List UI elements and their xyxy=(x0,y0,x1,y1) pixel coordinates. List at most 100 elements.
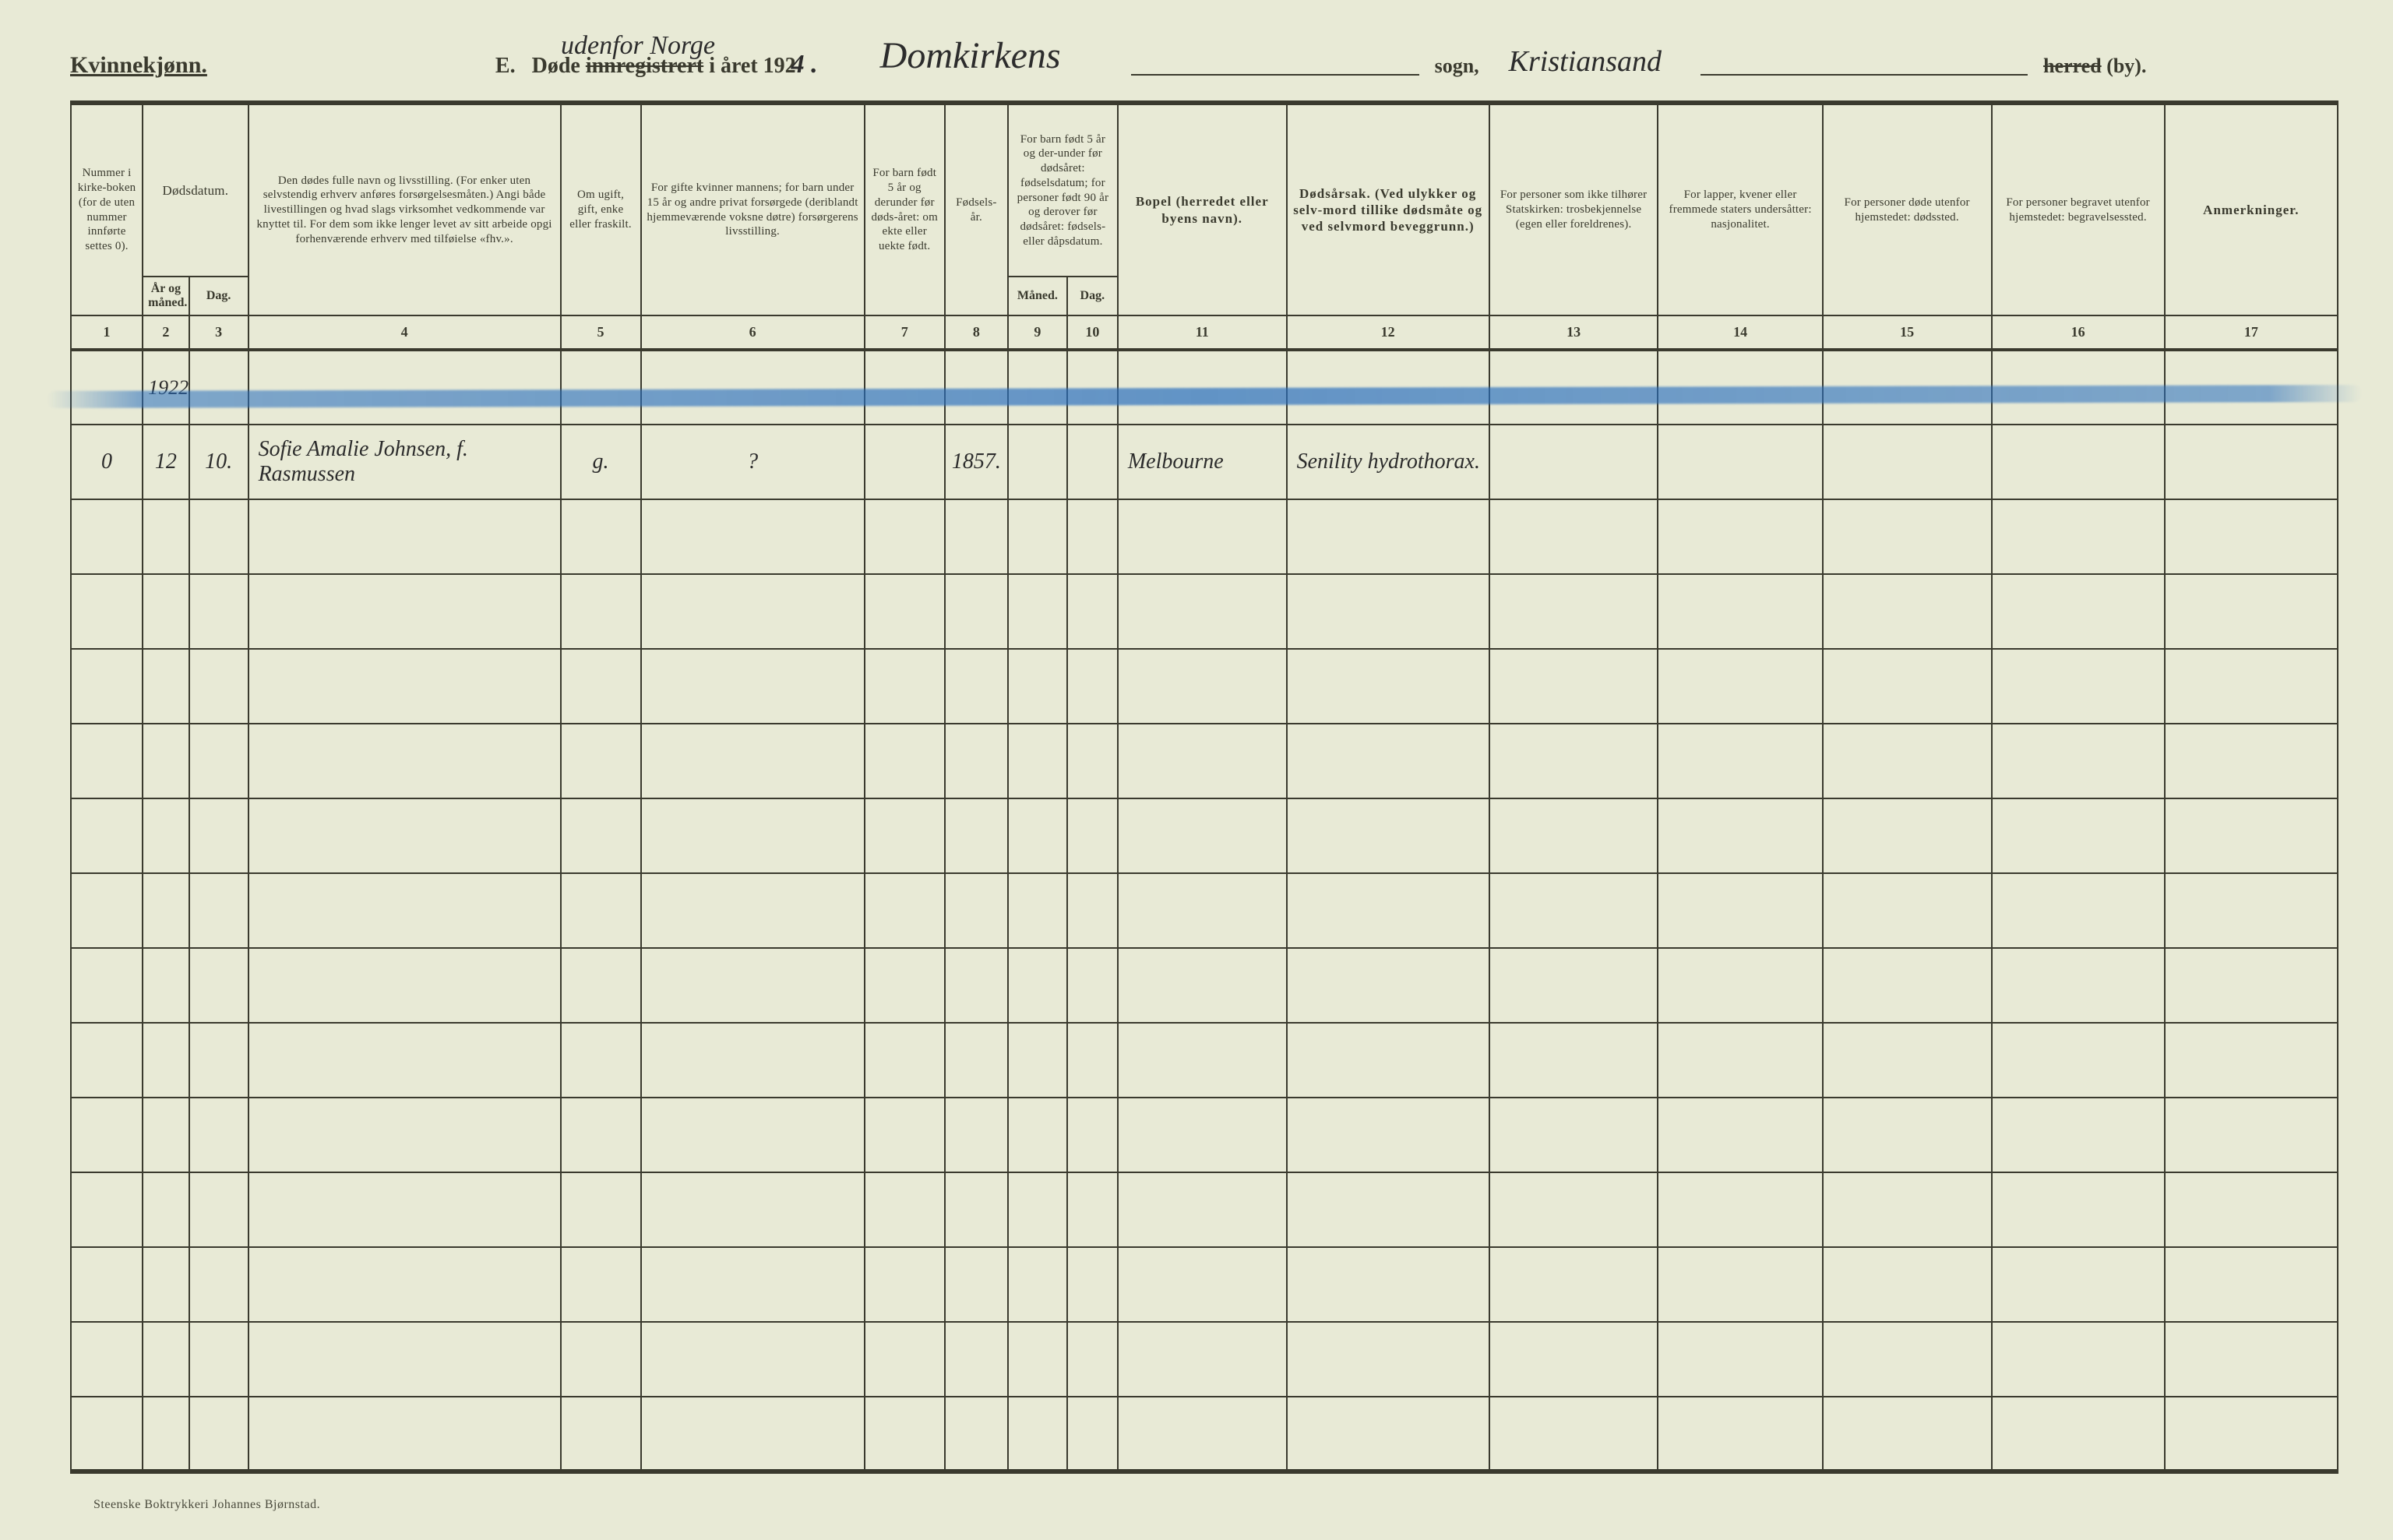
cell-empty xyxy=(1008,1322,1067,1397)
cell-empty xyxy=(2165,1397,2338,1471)
page-root: udenfor Norge Kvinnekjønn. E. Døde innre… xyxy=(0,0,2393,1540)
cell-c8: 1857. xyxy=(945,425,1008,499)
col-header-14: For lapper, kvener eller fremmede stater… xyxy=(1658,105,1822,315)
cell-empty xyxy=(2165,873,2338,948)
cell-empty xyxy=(1287,1098,1489,1172)
cell-empty xyxy=(641,1247,865,1322)
cell-empty xyxy=(561,798,641,873)
cell-empty xyxy=(248,1023,561,1098)
cell-empty xyxy=(1118,798,1287,873)
cell-c10 xyxy=(1067,425,1118,499)
table-row-empty xyxy=(71,1172,2338,1247)
cell-c12: Senility hydrothorax. xyxy=(1287,425,1489,499)
cell-empty xyxy=(1823,649,1992,724)
ledger-table: Nummer i kirke-boken (for de uten nummer… xyxy=(70,105,2338,1474)
cell-empty xyxy=(865,873,945,948)
handwritten-above-title: udenfor Norge xyxy=(561,31,715,61)
cell-empty xyxy=(1008,724,1067,798)
cell-empty xyxy=(1287,1247,1489,1322)
cell-empty xyxy=(641,1023,865,1098)
cell-empty xyxy=(641,1098,865,1172)
cell-empty xyxy=(143,724,189,798)
cell-empty xyxy=(71,1322,143,1397)
cell-empty xyxy=(1118,1397,1287,1471)
col-header-11-text: Bopel (herredet eller byens navn). xyxy=(1136,194,1269,225)
cell-empty xyxy=(1658,1397,1822,1471)
cell-empty xyxy=(1287,1172,1489,1247)
cell-empty xyxy=(1489,1397,1658,1471)
cell-empty xyxy=(1287,798,1489,873)
cell-empty xyxy=(1658,649,1822,724)
cell-empty xyxy=(143,798,189,873)
cell-empty xyxy=(1287,574,1489,649)
cell xyxy=(248,350,561,425)
cell-empty xyxy=(865,724,945,798)
cell-empty xyxy=(248,724,561,798)
cell-empty xyxy=(1992,499,2165,574)
cell-empty xyxy=(945,1023,1008,1098)
colnum-7: 7 xyxy=(865,315,945,350)
cell-empty xyxy=(1992,574,2165,649)
cell-empty xyxy=(189,1172,248,1247)
cell-empty xyxy=(641,798,865,873)
title-kept: i året 192 xyxy=(709,54,795,78)
cell-empty xyxy=(1489,724,1658,798)
cell-empty xyxy=(561,1247,641,1322)
cell-empty xyxy=(2165,724,2338,798)
table-row-empty xyxy=(71,1247,2338,1322)
header-row-numbers: 1 2 3 4 5 6 7 8 9 10 11 12 13 14 15 16 1 xyxy=(71,315,2338,350)
table-row-empty xyxy=(71,649,2338,724)
cell-empty xyxy=(1008,1023,1067,1098)
colnum-6: 6 xyxy=(641,315,865,350)
cell-empty xyxy=(143,1397,189,1471)
cell-empty xyxy=(1287,1023,1489,1098)
cell-empty xyxy=(248,1397,561,1471)
district-underline xyxy=(1700,74,2028,76)
cell-c15 xyxy=(1823,425,1992,499)
cell-empty xyxy=(189,574,248,649)
table-row-empty xyxy=(71,948,2338,1023)
cell xyxy=(865,350,945,425)
cell-empty xyxy=(641,1322,865,1397)
colnum-12: 12 xyxy=(1287,315,1489,350)
cell-empty xyxy=(143,1172,189,1247)
cell-empty xyxy=(945,1322,1008,1397)
page-header: Kvinnekjønn. E. Døde innregistrert i åre… xyxy=(70,39,2338,82)
cell-empty xyxy=(2165,1172,2338,1247)
table-row: 0 12 10. Sofie Amalie Johnsen, f. Rasmus… xyxy=(71,425,2338,499)
table-row-empty xyxy=(71,499,2338,574)
cell-empty xyxy=(2165,574,2338,649)
cell-empty xyxy=(945,649,1008,724)
col-header-3: Dag. xyxy=(189,277,248,315)
cell-empty xyxy=(1067,948,1118,1023)
cell-empty xyxy=(71,574,143,649)
cell-empty xyxy=(1489,1172,1658,1247)
header-row-main: Nummer i kirke-boken (for de uten nummer… xyxy=(71,105,2338,277)
cell-empty xyxy=(561,724,641,798)
cell-empty xyxy=(2165,1023,2338,1098)
cell-empty xyxy=(143,948,189,1023)
cell-empty xyxy=(1823,1322,1992,1397)
cell-empty xyxy=(1118,574,1287,649)
cell-empty xyxy=(2165,1098,2338,1172)
cell-empty xyxy=(143,1322,189,1397)
cell-empty xyxy=(1287,724,1489,798)
cell-empty xyxy=(1823,724,1992,798)
cell-empty xyxy=(71,1247,143,1322)
cell-empty xyxy=(561,1023,641,1098)
cell-empty xyxy=(945,499,1008,574)
cell-empty xyxy=(71,948,143,1023)
cell-empty xyxy=(1992,1023,2165,1098)
label-sogn: sogn, xyxy=(1435,55,1479,78)
table-row-empty xyxy=(71,1023,2338,1098)
col-header-4: Den dødes fulle navn og livsstilling. (F… xyxy=(248,105,561,315)
colnum-9: 9 xyxy=(1008,315,1067,350)
cell-empty xyxy=(143,1098,189,1172)
cell-empty xyxy=(1658,1247,1822,1322)
cell-empty xyxy=(248,1098,561,1172)
cell xyxy=(641,350,865,425)
cell-c13 xyxy=(1489,425,1658,499)
cell-empty xyxy=(1823,499,1992,574)
cell-empty xyxy=(248,798,561,873)
cell-empty xyxy=(1823,948,1992,1023)
